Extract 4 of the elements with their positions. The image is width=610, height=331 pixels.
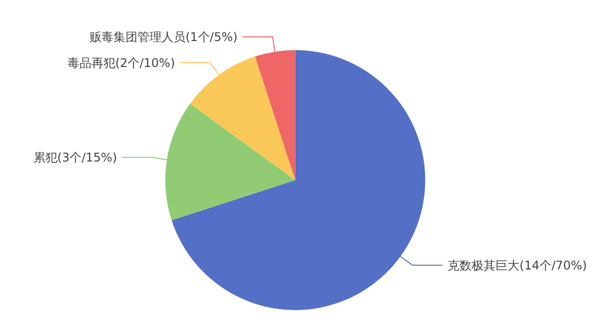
- slice-label: 克数极其巨大(14个/70%): [448, 258, 587, 272]
- slice-label: 累犯(3个/15%): [33, 150, 118, 164]
- slice-label: 贩毒集团管理人员(1个/5%): [89, 30, 238, 44]
- slice-label: 毒品再犯(2个/10%): [67, 56, 176, 70]
